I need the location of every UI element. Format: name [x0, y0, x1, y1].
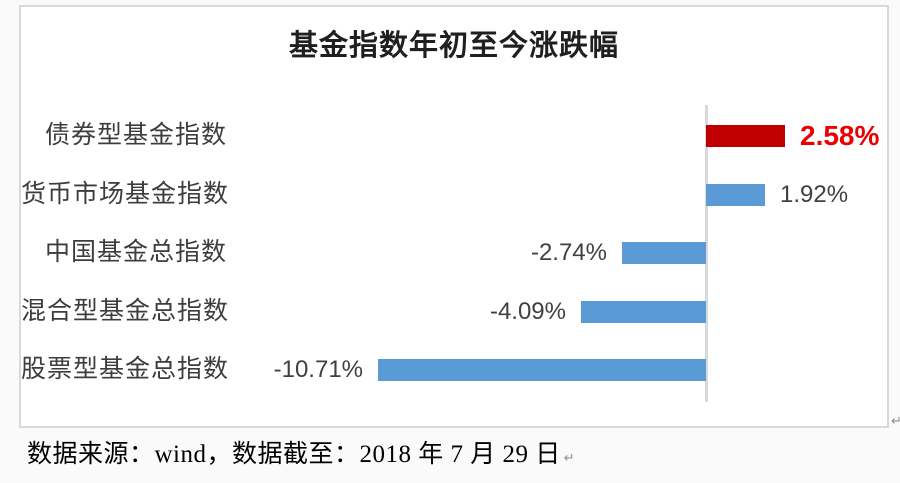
value-label: -4.09%	[489, 297, 566, 325]
bar-highlight[interactable]	[706, 125, 785, 147]
category-label: 货币市场基金指数	[21, 180, 230, 208]
chart-object[interactable]: 基金指数年初至今涨跌幅 债券型基金指数 2.58% 货币市场基金指数 1.92% 中国基…	[19, 5, 889, 428]
bar[interactable]	[378, 359, 706, 381]
source-caption-text: 数据来源：wind，数据截至：2018 年 7 月 29 日	[27, 441, 561, 468]
bar[interactable]	[581, 300, 706, 323]
category-label: 债券型基金指数	[44, 122, 227, 149]
paragraph-mark-icon: ↵	[563, 451, 576, 466]
value-label: -2.74%	[530, 239, 607, 266]
category-label: 混合型基金总指数	[21, 297, 230, 325]
category-label: 股票型基金总指数	[21, 356, 230, 383]
source-caption: 数据来源：wind，数据截至：2018 年 7 月 29 日 ↵	[27, 438, 575, 476]
paragraph-mark-icon: ↵	[891, 414, 900, 429]
value-label: 1.92%	[780, 180, 849, 208]
value-label: 2.58%	[800, 120, 880, 151]
bar[interactable]	[622, 242, 706, 264]
bar[interactable]	[706, 183, 765, 206]
chart-title: 基金指数年初至今涨跌幅	[288, 30, 619, 62]
plot-area: 债券型基金指数 2.58% 货币市场基金指数 1.92% 中国基金总指数 -2.74% 混合…	[21, 7, 886, 425]
zero-axis-line	[705, 105, 708, 402]
value-label: -10.71%	[273, 356, 363, 383]
category-label: 中国基金总指数	[44, 239, 227, 266]
